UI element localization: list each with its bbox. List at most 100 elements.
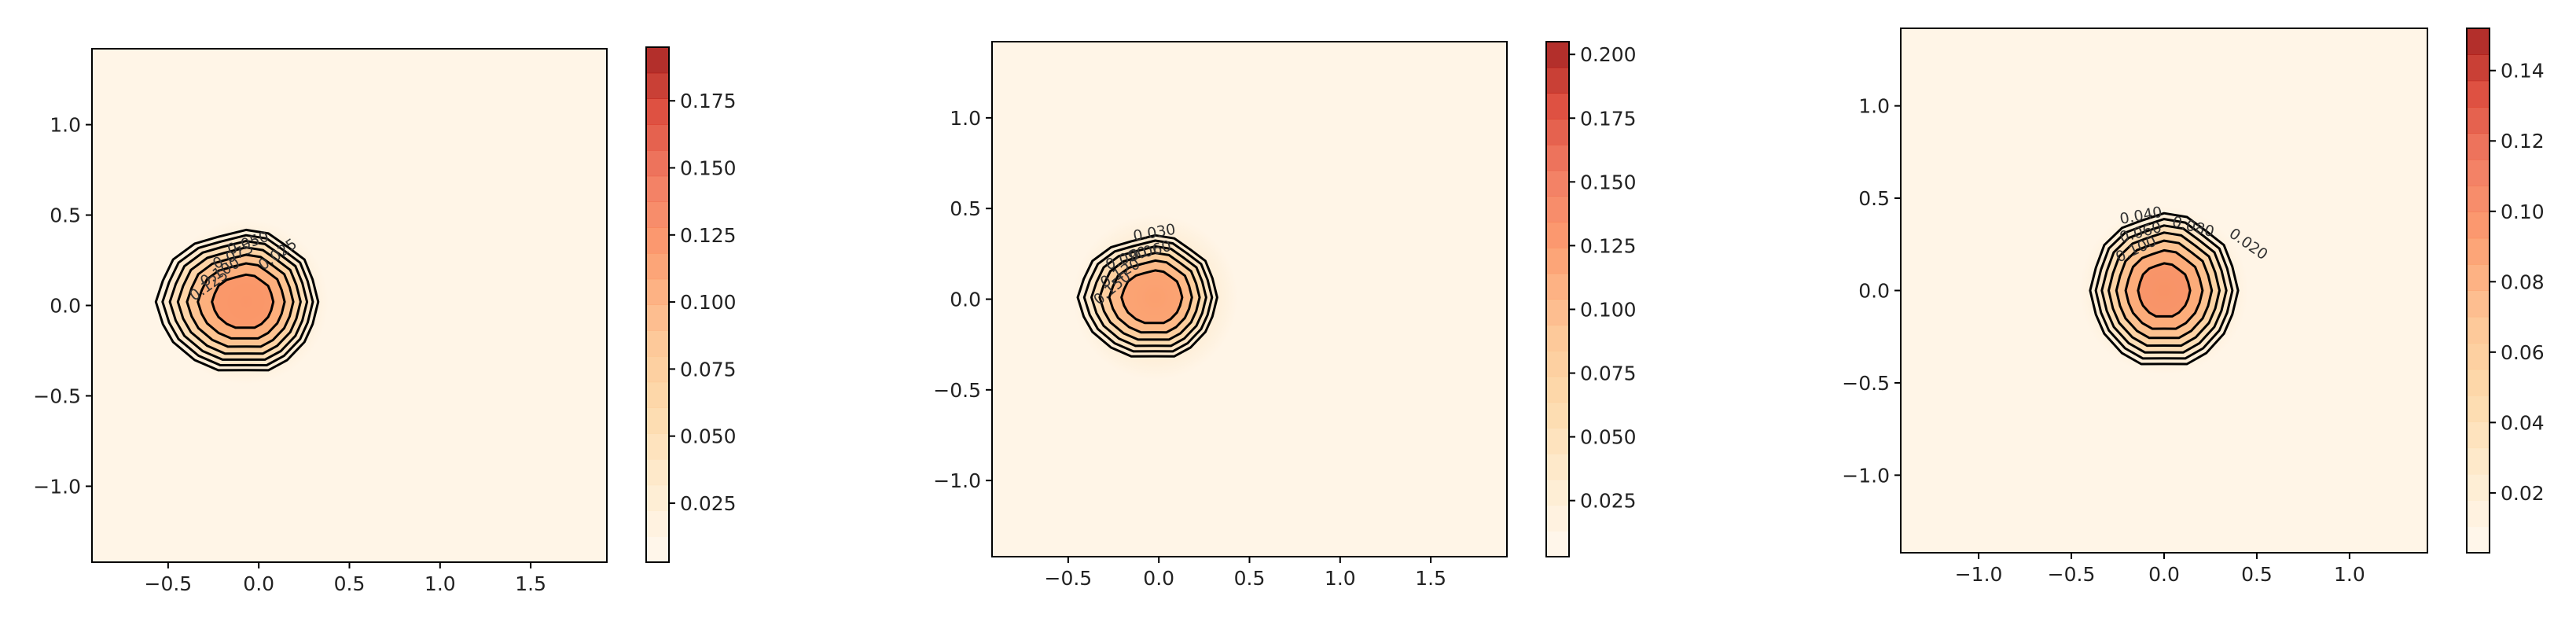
- colorbar-band: [1546, 170, 1569, 197]
- colorbar-band: [646, 98, 669, 125]
- x-tick-label: 1.0: [424, 572, 456, 595]
- colorbar-band: [1546, 145, 1569, 171]
- colorbar-band: [2467, 447, 2490, 475]
- x-tick-label: −0.5: [1045, 567, 1093, 590]
- colorbar-tick-label: 0.075: [680, 358, 737, 381]
- y-tick-label: 1.0: [950, 107, 981, 130]
- colorbar-tick-label: 0.125: [1580, 234, 1637, 257]
- colorbar-band: [2467, 473, 2490, 501]
- x-tick-label: 1.5: [1415, 567, 1446, 590]
- colorbar-tick-label: 0.08: [2501, 270, 2545, 293]
- y-tick-label: 1.0: [50, 114, 81, 137]
- panel-1: 0.025 0.050 0.075 0.100 0.125 −0.5 0.0 0.5 1.0 1.…: [33, 46, 737, 595]
- colorbar-band: [2467, 369, 2490, 396]
- x-tick-label: 1.0: [2334, 563, 2365, 586]
- colorbar-band: [646, 278, 669, 305]
- colorbar-band: [1546, 428, 1569, 454]
- colorbar-tick-label: 0.04: [2501, 411, 2545, 434]
- colorbar-frame: [2466, 28, 2490, 554]
- colorbar-band: [646, 304, 669, 331]
- x-tick-label: 0.5: [1234, 567, 1266, 590]
- colorbar-tick-label: 0.050: [1580, 426, 1637, 449]
- y-tick-label: −1.0: [933, 469, 981, 492]
- y-tick-label: 0.5: [950, 197, 981, 220]
- y-tick-label: 0.5: [1858, 187, 1890, 210]
- colorbar-band: [1546, 402, 1569, 429]
- contour-line: [211, 273, 275, 329]
- colorbar-band: [2467, 316, 2490, 344]
- colorbar-band: [2467, 343, 2490, 370]
- colorbar-band: [646, 72, 669, 99]
- colorbar-tick-label: 0.025: [1580, 490, 1637, 513]
- colorbar-band: [646, 47, 669, 74]
- contour-line: [1098, 252, 1201, 341]
- colorbar-band: [1546, 479, 1569, 506]
- y-tick-label: −1.0: [33, 475, 81, 498]
- colorbar-band: [1546, 93, 1569, 120]
- colorbar-band: [2467, 526, 2490, 554]
- colorbar-band: [646, 536, 669, 563]
- contour-line: [1120, 269, 1184, 325]
- colorbar-band: [2467, 159, 2490, 186]
- x-tick-label: 0.0: [1143, 567, 1174, 590]
- x-tick-label: 1.0: [1325, 567, 1356, 590]
- colorbar-band: [2467, 395, 2490, 422]
- colorbar-tick-label: 0.075: [1580, 362, 1637, 385]
- y-tick-label: 0.5: [50, 204, 81, 227]
- colorbar-tick-label: 0.150: [1580, 171, 1637, 193]
- x-tick-label: 0.5: [334, 572, 366, 595]
- colorbar-band: [1546, 119, 1569, 145]
- x-tick-label: 0.0: [243, 572, 274, 595]
- colorbar-band: [646, 433, 669, 460]
- colorbar-frame: [1545, 41, 1570, 557]
- colorbar-tick-label: 0.06: [2501, 341, 2545, 364]
- colorbar-tick-label: 0.175: [680, 90, 737, 112]
- y-tick-label: −0.5: [933, 379, 981, 402]
- colorbar-band: [1546, 196, 1569, 223]
- colorbar-tick-label: 0.100: [680, 291, 737, 314]
- colorbar-band: [2467, 237, 2490, 265]
- x-tick-label: −0.5: [2048, 563, 2096, 586]
- colorbar-band: [646, 330, 669, 357]
- colorbar-band: [646, 150, 669, 177]
- colorbar-tick-label: 0.14: [2501, 60, 2545, 83]
- colorbar-tick-label: 0.12: [2501, 130, 2545, 153]
- y-tick-label: 0.0: [950, 289, 981, 311]
- colorbar-band: [646, 407, 669, 434]
- colorbar-band: [2467, 54, 2490, 82]
- colorbar-band: [1546, 222, 1569, 248]
- x-tick-label: 0.0: [2148, 563, 2180, 586]
- colorbar-band: [1546, 376, 1569, 403]
- density-peak: [2079, 206, 2249, 375]
- colorbar-band: [1546, 42, 1569, 68]
- colorbar-tick-label: 0.10: [2501, 200, 2545, 223]
- colorbar-band: [646, 381, 669, 408]
- colorbar-band: [646, 459, 669, 486]
- colorbar-band: [646, 175, 669, 202]
- colorbar-tick-label: 0.100: [1580, 298, 1637, 321]
- x-tick-label: −0.5: [145, 572, 193, 595]
- colorbar-band: [2467, 212, 2490, 239]
- colorbar-band: [646, 124, 669, 151]
- colorbar-tick-label: 0.025: [680, 492, 737, 515]
- colorbar-band: [2467, 500, 2490, 528]
- y-tick-label: 0.0: [1858, 280, 1890, 303]
- contour-line: [2115, 239, 2214, 340]
- colorbar-band: [2467, 133, 2490, 160]
- colorbar-band: [646, 253, 669, 280]
- y-tick-label: 1.0: [1858, 95, 1890, 118]
- colorbar-band: [2467, 186, 2490, 212]
- contour-line: [186, 253, 295, 348]
- density-background: [992, 42, 1507, 557]
- colorbar-band: [646, 484, 669, 511]
- colorbar-band: [1546, 67, 1569, 94]
- contour-line: [2137, 262, 2192, 318]
- colorbar-band: [1546, 273, 1569, 300]
- x-tick-label: 0.5: [2241, 563, 2273, 586]
- y-tick-label: −1.0: [1842, 464, 1890, 487]
- colorbar-band: [646, 356, 669, 383]
- colorbar-band: [646, 510, 669, 537]
- colorbar-band: [1546, 299, 1569, 326]
